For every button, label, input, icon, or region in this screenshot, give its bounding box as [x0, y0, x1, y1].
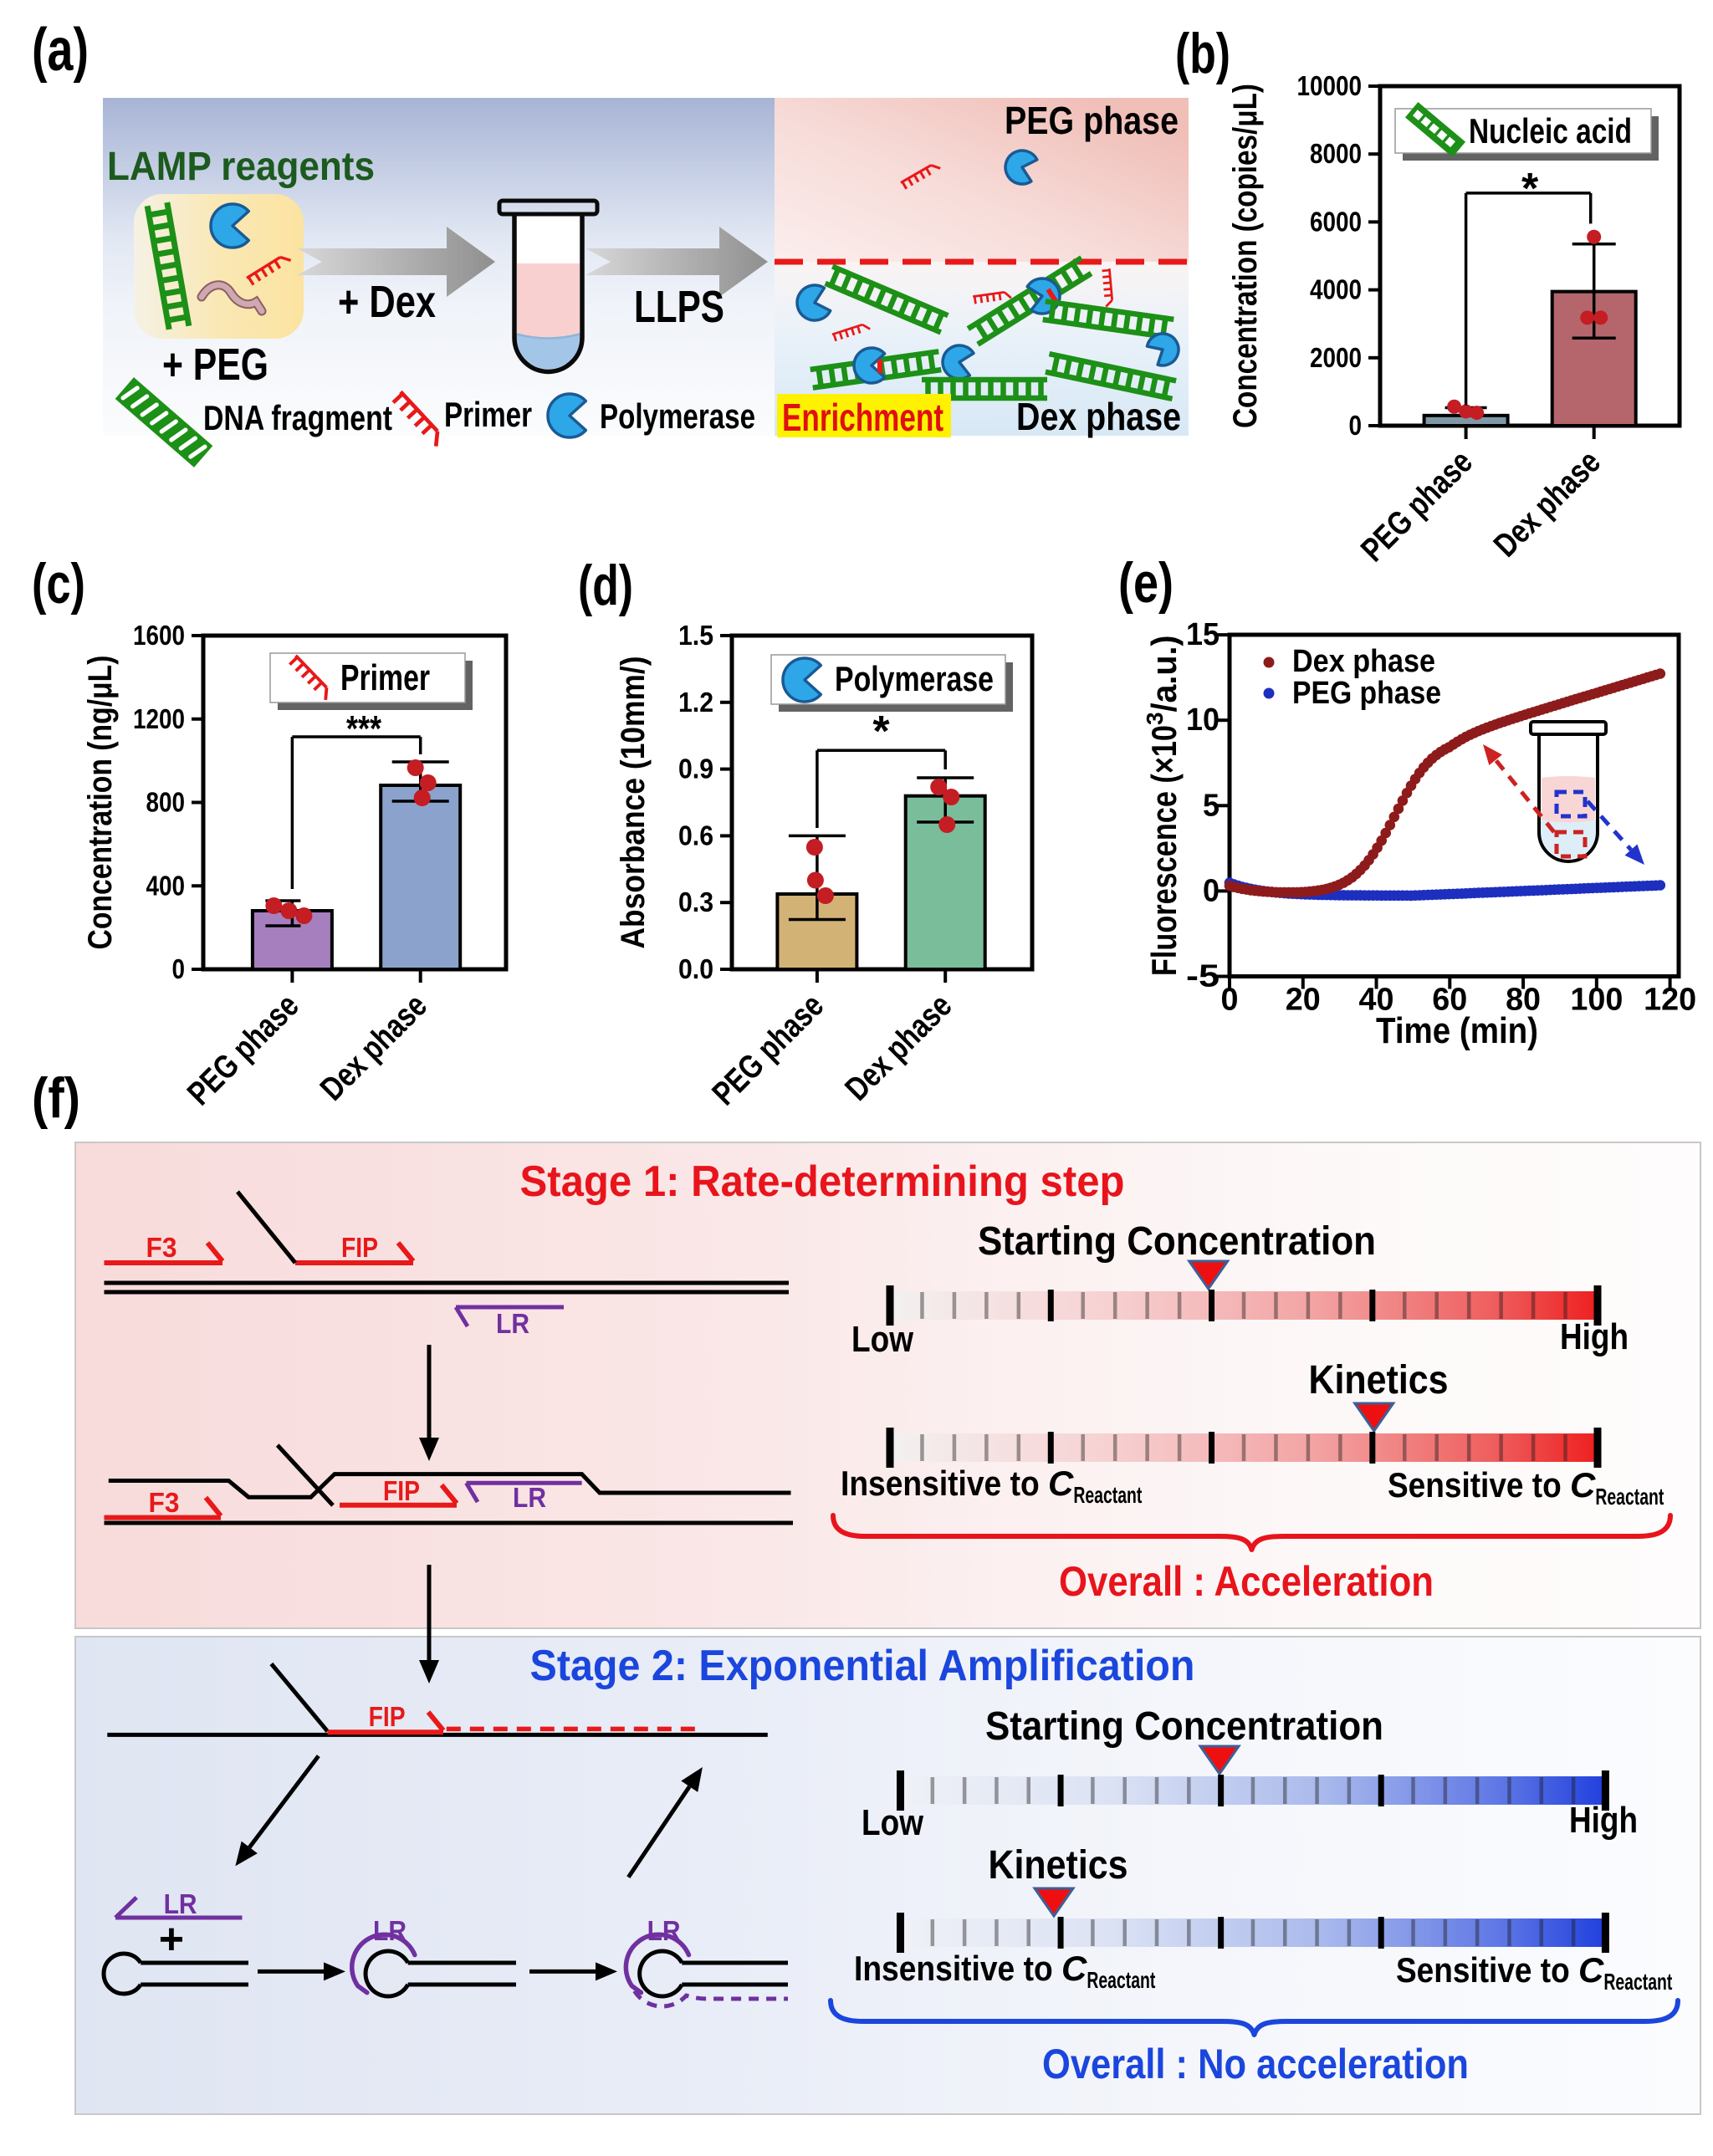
svg-text:+: + — [159, 1915, 184, 1964]
svg-text:Sensitive to CReactant: Sensitive to CReactant — [1388, 1465, 1664, 1510]
svg-text:Low: Low — [851, 1319, 914, 1360]
svg-text:PEG phase: PEG phase — [1292, 676, 1441, 711]
svg-text:0: 0 — [1349, 410, 1363, 441]
svg-text:Concentration (copies/μL): Concentration (copies/μL) — [1227, 84, 1264, 428]
svg-text:8000: 8000 — [1310, 138, 1362, 169]
svg-text:Overall : No acceleration: Overall : No acceleration — [1042, 2041, 1469, 2087]
svg-text:LR: LR — [513, 1482, 546, 1513]
svg-text:0.0: 0.0 — [678, 953, 713, 984]
svg-text:(a): (a) — [32, 17, 89, 84]
svg-text:1600: 1600 — [133, 620, 185, 651]
svg-text:Polymerase: Polymerase — [600, 396, 755, 436]
svg-text:(e): (e) — [1118, 551, 1174, 615]
svg-text:High: High — [1569, 1800, 1638, 1841]
svg-text:Primer: Primer — [340, 657, 430, 698]
svg-text:0.3: 0.3 — [678, 886, 713, 917]
svg-text:Kinetics: Kinetics — [989, 1843, 1128, 1888]
svg-text:+ Dex: + Dex — [338, 277, 436, 327]
svg-text:Stage 1: Rate-determining step: Stage 1: Rate-determining step — [520, 1157, 1125, 1206]
svg-text:Overall : Acceleration: Overall : Acceleration — [1059, 1558, 1434, 1605]
svg-text:Low: Low — [862, 1802, 924, 1843]
svg-text:0: 0 — [1221, 983, 1239, 1018]
svg-text:Primer: Primer — [444, 395, 532, 434]
svg-text:80: 80 — [1506, 983, 1541, 1018]
svg-text:-5: -5 — [1186, 959, 1220, 994]
svg-text:Enrichment: Enrichment — [782, 396, 943, 439]
svg-text:Concentration (ng/μL): Concentration (ng/μL) — [82, 656, 119, 950]
svg-text:Nucleic acid: Nucleic acid — [1469, 111, 1632, 151]
svg-text:20: 20 — [1286, 983, 1321, 1018]
svg-text:Sensitive to CReactant: Sensitive to CReactant — [1396, 1950, 1672, 1995]
svg-text:40: 40 — [1359, 983, 1394, 1018]
svg-text:Polymerase: Polymerase — [835, 659, 994, 698]
svg-text:LLPS: LLPS — [634, 282, 724, 332]
svg-text:0.9: 0.9 — [678, 754, 713, 784]
svg-text:800: 800 — [146, 787, 186, 818]
svg-text:Insensitive to CReactant: Insensitive to CReactant — [841, 1464, 1142, 1508]
svg-text:0.6: 0.6 — [678, 820, 713, 851]
svg-text:*: * — [1521, 165, 1539, 213]
svg-text:(b): (b) — [1175, 22, 1230, 85]
svg-text:Absorbance (10mm/): Absorbance (10mm/) — [615, 657, 652, 949]
svg-text:6000: 6000 — [1310, 206, 1362, 237]
svg-text:+ PEG: + PEG — [162, 340, 268, 390]
svg-text:LR: LR — [496, 1308, 529, 1339]
svg-text:60: 60 — [1432, 983, 1467, 1018]
svg-text:0: 0 — [1203, 873, 1220, 908]
svg-text:1200: 1200 — [133, 703, 185, 734]
svg-text:Dex phase: Dex phase — [1016, 395, 1181, 438]
svg-text:120: 120 — [1644, 983, 1696, 1018]
svg-text:4000: 4000 — [1310, 274, 1362, 305]
svg-text:Dex phase: Dex phase — [1292, 644, 1435, 679]
svg-text:DNA fragment: DNA fragment — [203, 398, 392, 437]
svg-text:*: * — [872, 708, 890, 756]
svg-text:FIP: FIP — [369, 1701, 406, 1732]
svg-text:Starting Concentration: Starting Concentration — [978, 1219, 1376, 1264]
svg-text:0: 0 — [172, 953, 186, 984]
svg-text:1.5: 1.5 — [678, 620, 713, 651]
svg-text:Stage 2: Exponential Amplifica: Stage 2: Exponential Amplification — [530, 1642, 1195, 1690]
svg-text:Starting Concentration: Starting Concentration — [985, 1704, 1383, 1749]
svg-text:***: *** — [346, 708, 382, 749]
svg-text:PEG phase: PEG phase — [1005, 99, 1179, 142]
svg-text:15: 15 — [1186, 617, 1220, 652]
svg-text:Insensitive to CReactant: Insensitive to CReactant — [854, 1949, 1155, 1993]
svg-text:F3: F3 — [146, 1232, 177, 1263]
svg-text:2000: 2000 — [1310, 342, 1362, 373]
svg-text:10: 10 — [1186, 702, 1220, 738]
svg-text:400: 400 — [146, 870, 186, 901]
svg-text:5: 5 — [1203, 788, 1220, 823]
svg-text:Kinetics: Kinetics — [1309, 1358, 1449, 1402]
svg-text:FIP: FIP — [341, 1232, 378, 1263]
svg-text:FIP: FIP — [383, 1475, 420, 1506]
svg-text:(d): (d) — [578, 554, 633, 617]
svg-text:1.2: 1.2 — [678, 687, 713, 718]
svg-text:F3: F3 — [149, 1487, 180, 1518]
svg-text:(c): (c) — [32, 552, 85, 616]
svg-text:100: 100 — [1570, 983, 1623, 1018]
svg-text:Fluorescence (×103/a.u.): Fluorescence (×103/a.u.) — [1142, 635, 1184, 976]
svg-text:(f): (f) — [32, 1066, 80, 1130]
svg-text:LAMP reagents: LAMP reagents — [107, 145, 375, 189]
svg-text:LR: LR — [164, 1888, 197, 1919]
svg-text:10000: 10000 — [1297, 70, 1363, 101]
svg-text:High: High — [1560, 1316, 1629, 1357]
svg-text:Time (min): Time (min) — [1376, 1010, 1538, 1051]
